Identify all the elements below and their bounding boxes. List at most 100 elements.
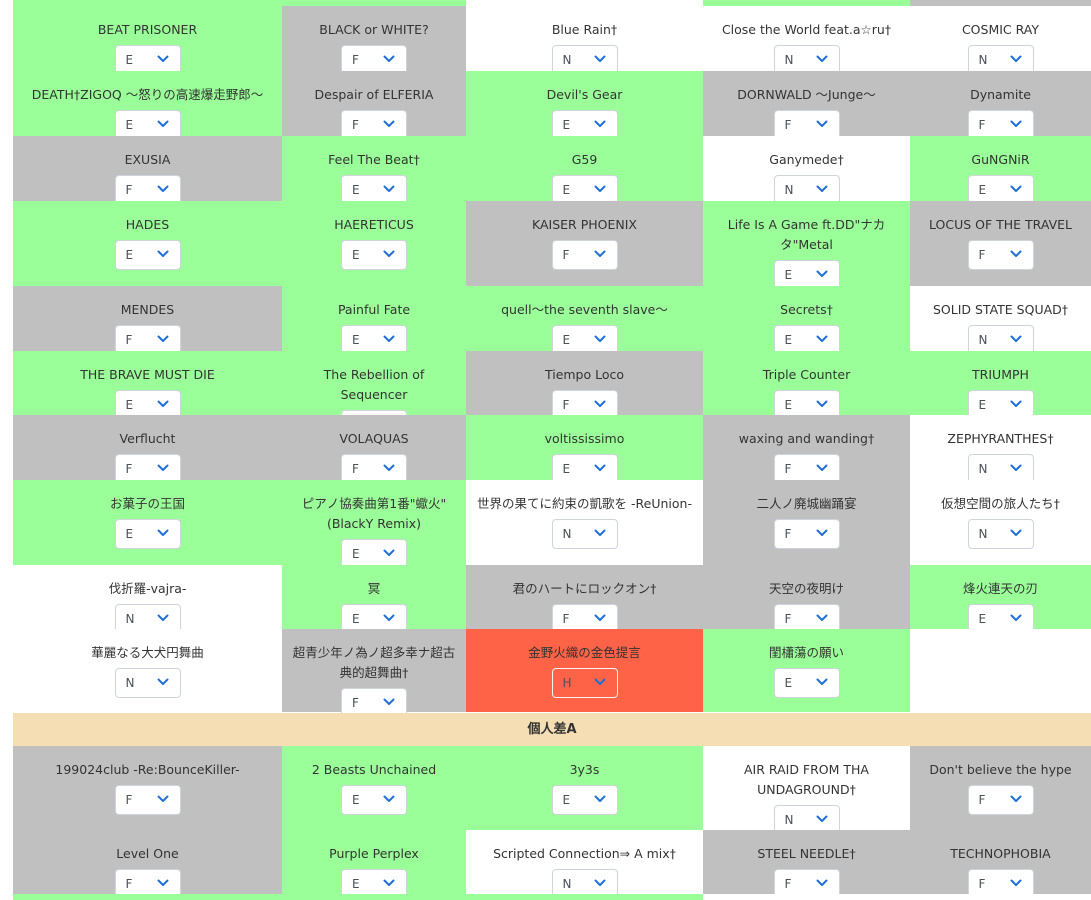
song-cell: Verflucht F bbox=[13, 415, 282, 484]
song-cell: 金野火織の金色提言 H bbox=[466, 629, 703, 712]
song-title: Don't believe the hype bbox=[929, 762, 1072, 777]
lamp-select[interactable]: F bbox=[114, 785, 181, 815]
lamp-select[interactable]: E bbox=[341, 175, 407, 205]
song-title: SOLID STATE SQUAD† bbox=[932, 302, 1069, 317]
lamp-select[interactable]: E bbox=[551, 785, 618, 815]
song-title: 閨櫹蕩の願い bbox=[768, 645, 844, 660]
lamp-select[interactable]: E bbox=[341, 785, 407, 815]
chevron-down-icon bbox=[594, 464, 605, 471]
song-cell: Tiempo Loco F bbox=[466, 351, 703, 420]
song-title: Secrets† bbox=[780, 302, 833, 317]
lamp-select-value: N bbox=[784, 53, 794, 67]
lamp-select[interactable]: N bbox=[551, 519, 618, 549]
chevron-down-icon bbox=[157, 335, 168, 342]
song-cell: Life Is A Game ft.DD"ナカタ"Metal E bbox=[703, 201, 910, 290]
lamp-select[interactable]: F bbox=[773, 519, 840, 549]
lamp-select-value: E bbox=[125, 527, 134, 541]
lamp-select-value: E bbox=[784, 676, 793, 690]
lamp-select[interactable]: F bbox=[341, 110, 407, 140]
song-title: 冥 bbox=[367, 581, 381, 596]
lamp-select[interactable]: E bbox=[114, 110, 181, 140]
lamp-select-value: E bbox=[784, 268, 793, 282]
row-edge-strip bbox=[910, 894, 1091, 900]
song-cell: ピアノ協奏曲第1番"蠍火" (BlackY Remix) E bbox=[282, 480, 466, 569]
song-cell: Feel The Beat† E bbox=[282, 136, 466, 205]
lamp-select-value: F bbox=[978, 877, 986, 891]
row-edge-strip bbox=[13, 0, 282, 6]
lamp-select[interactable]: F bbox=[114, 175, 181, 205]
lamp-select[interactable]: E bbox=[551, 325, 618, 355]
song-cell: BEAT PRISONER E bbox=[13, 6, 282, 75]
song-cell: 伐折羅-vajra- N bbox=[13, 565, 282, 634]
song-title: KAISER PHOENIX bbox=[532, 217, 637, 232]
lamp-select[interactable]: F bbox=[967, 240, 1034, 270]
lamp-select-value: F bbox=[125, 462, 133, 476]
song-title: 199024club -Re:BounceKiller- bbox=[55, 762, 240, 777]
lamp-select[interactable]: E bbox=[114, 240, 181, 270]
song-title: TECHNOPHOBIA bbox=[950, 846, 1051, 861]
empty-cell bbox=[910, 629, 1091, 712]
lamp-select[interactable]: E bbox=[114, 519, 181, 549]
song-cell: 華麗なる大犬円舞曲 N bbox=[13, 629, 282, 712]
lamp-select-value: E bbox=[125, 398, 134, 412]
song-title: STEEL NEEDLE† bbox=[757, 846, 856, 861]
lamp-select[interactable]: E bbox=[967, 175, 1034, 205]
lamp-select[interactable]: E bbox=[773, 325, 840, 355]
lamp-select[interactable]: F bbox=[773, 454, 840, 484]
song-title: 仮想空間の旅人たち† bbox=[941, 496, 1060, 511]
lamp-select[interactable]: E bbox=[551, 175, 618, 205]
song-title: voltississimo bbox=[544, 431, 625, 446]
song-cell: quell～the seventh slave～ E bbox=[466, 286, 703, 355]
song-cell: GuNGNiR E bbox=[910, 136, 1091, 205]
lamp-select[interactable]: E bbox=[341, 325, 407, 355]
lamp-select-value: E bbox=[352, 333, 360, 347]
lamp-select-value: N bbox=[978, 462, 988, 476]
lamp-select[interactable]: N bbox=[551, 45, 618, 75]
row-edge-strip bbox=[466, 894, 703, 900]
lamp-select[interactable]: N bbox=[967, 45, 1034, 75]
song-title: Despair of ELFERIA bbox=[314, 87, 434, 102]
chevron-down-icon bbox=[594, 335, 605, 342]
song-cell: 仮想空間の旅人たち† N bbox=[910, 480, 1091, 565]
song-title: Ganymede† bbox=[769, 152, 844, 167]
chevron-down-icon bbox=[816, 185, 827, 192]
lamp-select-value: F bbox=[562, 398, 570, 412]
song-title: AIR RAID FROM THA UNDAGROUND† bbox=[744, 762, 869, 797]
lamp-select[interactable]: E bbox=[773, 668, 840, 698]
chevron-down-icon bbox=[594, 120, 605, 127]
lamp-select-value: F bbox=[125, 333, 133, 347]
chevron-down-icon bbox=[594, 795, 605, 802]
chevron-down-icon bbox=[594, 400, 605, 407]
lamp-select[interactable]: F bbox=[967, 785, 1034, 815]
lamp-select[interactable]: E bbox=[341, 539, 407, 569]
lamp-select[interactable]: F bbox=[773, 110, 840, 140]
lamp-select[interactable]: E bbox=[341, 240, 407, 270]
lamp-select[interactable]: N bbox=[773, 45, 840, 75]
lamp-select[interactable]: H bbox=[551, 668, 618, 698]
song-title: お菓子の王国 bbox=[109, 496, 185, 511]
lamp-select[interactable]: N bbox=[967, 519, 1034, 549]
song-title: ZEPHYRANTHES† bbox=[947, 431, 1054, 446]
song-cell: SOLID STATE SQUAD† N bbox=[910, 286, 1091, 355]
lamp-select[interactable]: F bbox=[551, 240, 618, 270]
lamp-select-value: N bbox=[784, 813, 794, 827]
song-cell: 天空の夜明け F bbox=[703, 565, 910, 634]
lamp-select[interactable]: N bbox=[114, 668, 181, 698]
lamp-select-value: E bbox=[562, 793, 571, 807]
chevron-down-icon bbox=[594, 55, 605, 62]
song-title: 金野火織の金色提言 bbox=[528, 645, 641, 660]
chevron-down-icon bbox=[816, 678, 827, 685]
lamp-select[interactable]: E bbox=[551, 454, 618, 484]
chevron-down-icon bbox=[816, 815, 827, 822]
song-cell: BLACK or WHITE? F bbox=[282, 6, 466, 75]
chevron-down-icon bbox=[157, 879, 168, 886]
lamp-select-value: E bbox=[352, 793, 360, 807]
lamp-select-value: N bbox=[978, 527, 988, 541]
song-title: 君のハートにロックオン† bbox=[512, 581, 657, 596]
song-title: 天空の夜明け bbox=[768, 581, 844, 596]
row-edge-strip bbox=[13, 894, 282, 900]
song-cell: HADES E bbox=[13, 201, 282, 286]
lamp-select-value: F bbox=[978, 248, 986, 262]
chevron-down-icon bbox=[1010, 335, 1021, 342]
